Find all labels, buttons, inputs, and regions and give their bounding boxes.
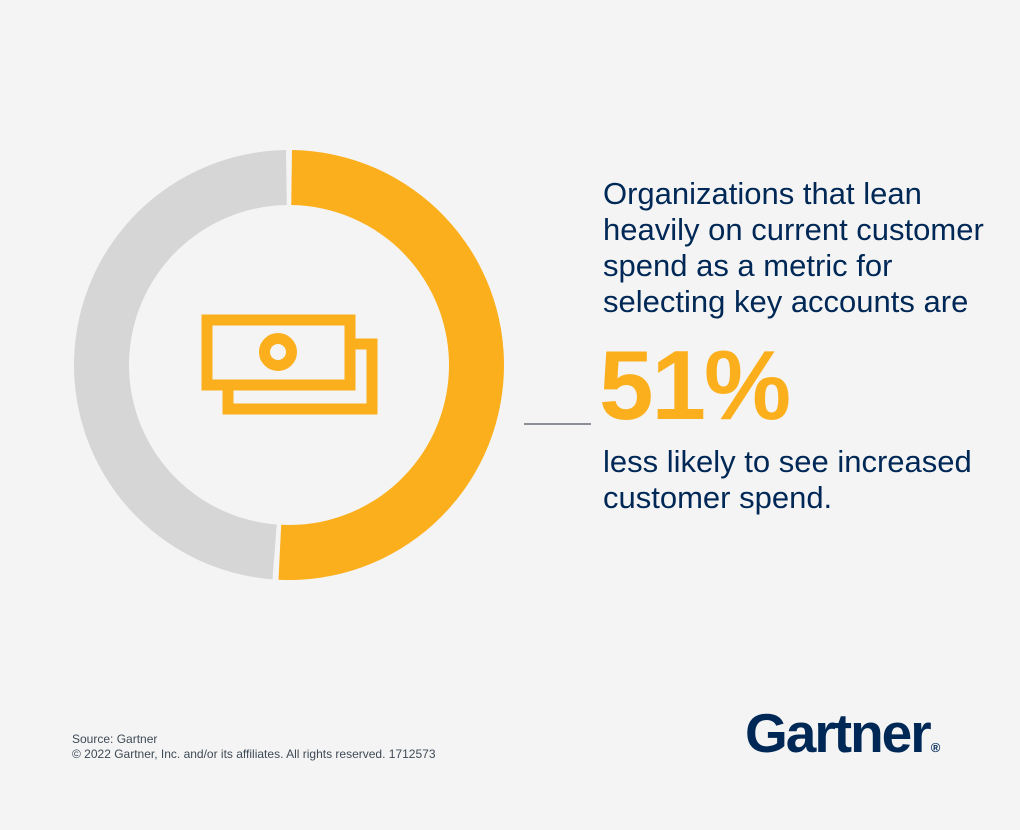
donut-slice-remainder — [73, 150, 287, 580]
money-bills-icon — [201, 314, 378, 415]
donut-chart — [73, 150, 504, 580]
footer-note: Source: Gartner © 2022 Gartner, Inc. and… — [72, 732, 436, 762]
source-text: Source: Gartner — [72, 732, 158, 746]
donut-slices — [73, 150, 504, 580]
stat-lead-text: Organizations that lean heavily on curre… — [603, 176, 984, 319]
connector-line — [524, 423, 591, 425]
copyright-text: © 2022 Gartner, Inc. and/or its affiliat… — [72, 747, 436, 761]
stat-block: Organizations that lean heavily on curre… — [599, 176, 1003, 516]
gartner-logo: Gartner® — [745, 698, 940, 783]
stat-tail-text: less likely to see increased customer sp… — [603, 444, 972, 515]
logo-wordmark: Gartner — [745, 702, 932, 764]
registered-mark: ® — [930, 740, 941, 755]
donut-slice-highlight — [278, 150, 504, 580]
stat-value: 51% — [599, 330, 791, 440]
